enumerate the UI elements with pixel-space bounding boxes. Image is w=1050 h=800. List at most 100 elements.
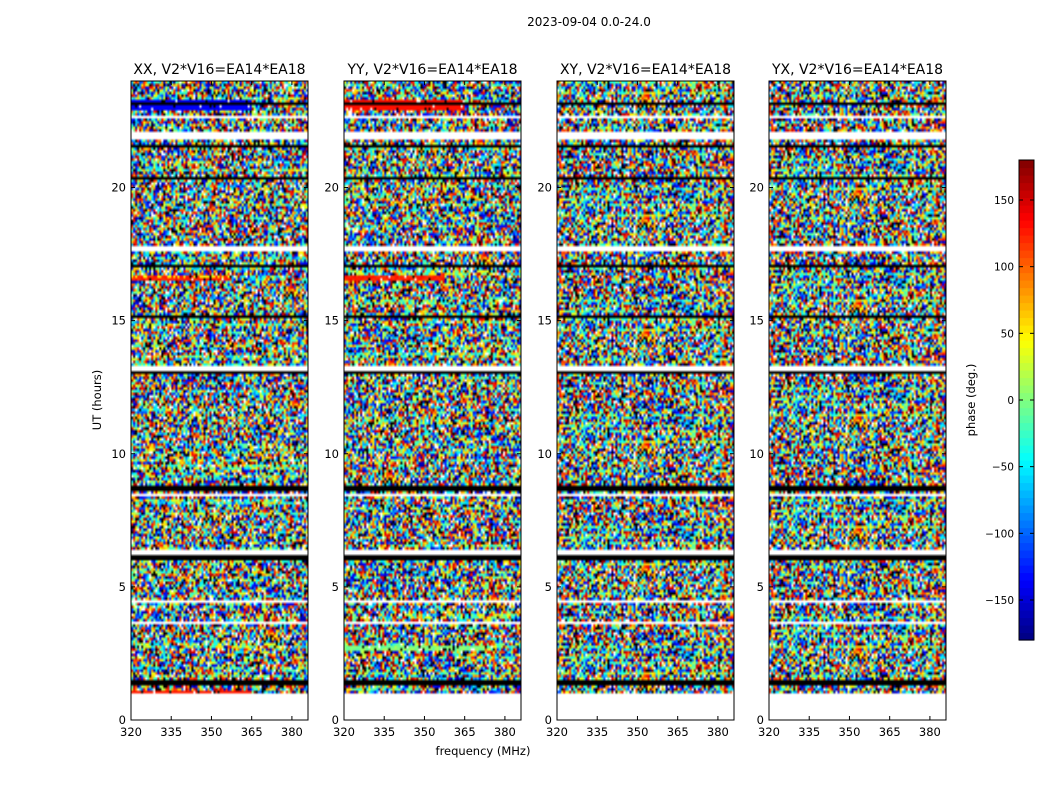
- colorbar-segment: [1019, 467, 1034, 476]
- x-tick-label: 380: [494, 725, 516, 739]
- colorbar-segment: [1019, 302, 1034, 311]
- colorbar-segment: [1019, 227, 1034, 236]
- panel-xx: XX, V2*V16=EA14*EA18 320 335 350 365 380 0 5 10 1…: [111, 62, 309, 739]
- phase-heatmap: [769, 81, 946, 720]
- y-tick-label: 20: [537, 181, 552, 195]
- colorbar-segment: [1019, 520, 1034, 529]
- panel-xy: XY, V2*V16=EA14*EA18 320 335 350 365 380 0 5 10 1…: [537, 62, 735, 739]
- y-axis-label: UT (hours): [90, 370, 104, 430]
- colorbar-segment: [1019, 610, 1034, 619]
- colorbar-segment: [1019, 482, 1034, 491]
- colorbar-segment: [1019, 407, 1034, 416]
- y-tick-label: 0: [119, 713, 126, 727]
- y-tick-label: 0: [757, 713, 764, 727]
- x-tick-label: 350: [838, 725, 860, 739]
- x-tick-label: 335: [160, 725, 182, 739]
- colorbar-segment: [1019, 505, 1034, 514]
- x-tick-label: 380: [919, 725, 941, 739]
- x-tick-label: 335: [373, 725, 395, 739]
- colorbar-segment: [1019, 535, 1034, 544]
- colorbar-segment: [1019, 340, 1034, 349]
- panel-title: YY, V2*V16=EA14*EA18: [346, 62, 517, 78]
- y-tick-label: 0: [332, 713, 339, 727]
- colorbar-segment: [1019, 587, 1034, 596]
- y-tick-label: 5: [332, 580, 339, 594]
- colorbar-segment: [1019, 370, 1034, 379]
- colorbar-segment: [1019, 377, 1034, 386]
- colorbar-segment: [1019, 347, 1034, 356]
- x-tick-label: 350: [200, 725, 222, 739]
- colorbar-segment: [1019, 572, 1034, 581]
- colorbar-segment: [1019, 430, 1034, 439]
- colorbar-segment: [1019, 475, 1034, 484]
- phase-heatmap: [557, 81, 734, 720]
- colorbar-segment: [1019, 445, 1034, 454]
- colorbar-segment: [1019, 385, 1034, 394]
- colorbar-tick-label: 50: [1001, 328, 1014, 340]
- x-tick-label: 320: [758, 725, 780, 739]
- phase-heatmap: [344, 81, 521, 720]
- colorbar-segment: [1019, 205, 1034, 214]
- axes-frame: [768, 80, 947, 721]
- colorbar-tick-label: −50: [992, 462, 1014, 474]
- panel-yy: YY, V2*V16=EA14*EA18 320 335 350 365 380 0 5 10 1…: [324, 62, 522, 739]
- colorbar-segment: [1019, 310, 1034, 319]
- y-tick-label: 10: [749, 447, 764, 461]
- colorbar-segment: [1019, 512, 1034, 521]
- y-tick-label: 20: [324, 181, 339, 195]
- axis-labels: frequency (MHz) UT (hours): [90, 370, 530, 758]
- colorbar-tick-label: 100: [994, 262, 1014, 274]
- x-axis-label: frequency (MHz): [436, 744, 531, 758]
- y-tick-label: 15: [324, 314, 339, 328]
- colorbar-segment: [1019, 160, 1034, 169]
- colorbar-segment: [1019, 220, 1034, 229]
- y-tick-label: 15: [111, 314, 126, 328]
- colorbar-segment: [1019, 272, 1034, 281]
- colorbar-segment: [1019, 242, 1034, 251]
- colorbar-segment: [1019, 167, 1034, 176]
- figure-title: 2023-09-04 0.0-24.0: [527, 15, 651, 29]
- x-tick-label: 365: [241, 725, 263, 739]
- colorbar-segment: [1019, 190, 1034, 199]
- x-tick-label: 350: [626, 725, 648, 739]
- x-tick-label: 365: [454, 725, 476, 739]
- y-tick-label: 10: [324, 447, 339, 461]
- colorbar-segment: [1019, 280, 1034, 289]
- colorbar-segment: [1019, 632, 1034, 641]
- colorbar-segment: [1019, 527, 1034, 536]
- colorbar-tick-label: −150: [985, 595, 1014, 607]
- colorbar-segment: [1019, 490, 1034, 499]
- colorbar-segment: [1019, 400, 1034, 409]
- y-tick-label: 10: [537, 447, 552, 461]
- axes-frame: [130, 80, 309, 721]
- colorbar-segment: [1019, 557, 1034, 566]
- colorbar-segment: [1019, 332, 1034, 341]
- axes-frame: [343, 80, 522, 721]
- colorbar: 150 100 50 0 −50 −100 −150 phase (deg.): [964, 159, 1035, 641]
- colorbar-segment: [1019, 317, 1034, 326]
- colorbar-segment: [1019, 595, 1034, 604]
- colorbar-segment: [1019, 295, 1034, 304]
- colorbar-segment: [1019, 415, 1034, 424]
- colorbar-segment: [1019, 175, 1034, 184]
- y-tick-label: 20: [111, 181, 126, 195]
- colorbar-segment: [1019, 580, 1034, 589]
- y-tick-label: 5: [119, 580, 126, 594]
- x-tick-label: 365: [879, 725, 901, 739]
- colorbar-tick-label: 150: [994, 195, 1014, 207]
- x-tick-label: 320: [546, 725, 568, 739]
- colorbar-segment: [1019, 362, 1034, 371]
- x-tick-label: 320: [120, 725, 142, 739]
- colorbar-segment: [1019, 602, 1034, 611]
- y-tick-label: 20: [749, 181, 764, 195]
- colorbar-segment: [1019, 437, 1034, 446]
- x-tick-label: 365: [667, 725, 689, 739]
- colorbar-segment: [1019, 422, 1034, 431]
- panels-group: XX, V2*V16=EA14*EA18 320 335 350 365 380 0 5 10 1…: [111, 62, 947, 739]
- panel-title: XY, V2*V16=EA14*EA18: [560, 62, 731, 78]
- colorbar-segment: [1019, 235, 1034, 244]
- colorbar-tick-label: 0: [1007, 395, 1014, 407]
- x-tick-label: 350: [413, 725, 435, 739]
- colorbar-segment: [1019, 197, 1034, 206]
